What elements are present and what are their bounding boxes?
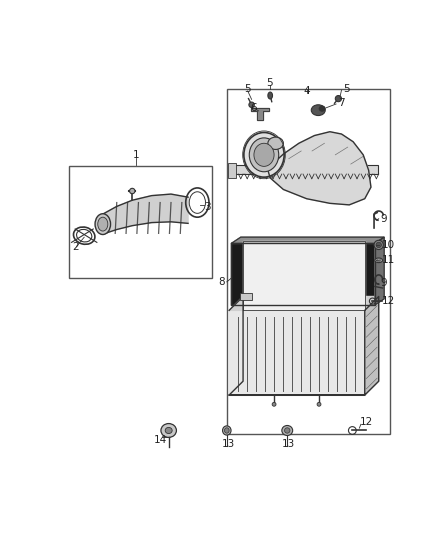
- Polygon shape: [229, 296, 379, 310]
- Text: 2: 2: [72, 242, 78, 252]
- Text: 12: 12: [360, 417, 373, 427]
- Text: 5: 5: [343, 84, 350, 94]
- Ellipse shape: [285, 428, 290, 433]
- Text: 1: 1: [133, 150, 139, 160]
- Ellipse shape: [244, 133, 284, 177]
- Text: 7: 7: [338, 98, 344, 108]
- Polygon shape: [231, 237, 384, 244]
- Text: 5: 5: [266, 78, 273, 88]
- Ellipse shape: [374, 240, 383, 249]
- Text: 5: 5: [244, 84, 251, 94]
- Text: 14: 14: [154, 435, 167, 445]
- Text: 3: 3: [204, 202, 211, 212]
- Ellipse shape: [268, 92, 272, 99]
- Polygon shape: [243, 241, 365, 310]
- Ellipse shape: [249, 102, 254, 108]
- Ellipse shape: [375, 258, 382, 263]
- Ellipse shape: [249, 138, 279, 172]
- Text: 4: 4: [303, 86, 310, 96]
- Bar: [69, 166, 212, 278]
- Bar: [240, 293, 252, 301]
- Bar: [231, 244, 375, 305]
- Ellipse shape: [319, 106, 325, 111]
- Ellipse shape: [376, 242, 381, 248]
- Ellipse shape: [377, 259, 381, 262]
- Text: 9: 9: [380, 214, 387, 224]
- Ellipse shape: [130, 188, 135, 193]
- Ellipse shape: [224, 428, 229, 433]
- Ellipse shape: [311, 105, 325, 116]
- Ellipse shape: [317, 402, 321, 406]
- Polygon shape: [251, 108, 269, 120]
- Text: 9: 9: [380, 278, 387, 288]
- Text: 13: 13: [282, 439, 295, 449]
- Ellipse shape: [254, 143, 274, 166]
- Ellipse shape: [161, 424, 177, 438]
- Polygon shape: [231, 237, 384, 244]
- Ellipse shape: [223, 426, 231, 435]
- Ellipse shape: [268, 137, 283, 149]
- Bar: [231, 244, 375, 305]
- Ellipse shape: [282, 425, 293, 435]
- Bar: [235, 165, 378, 174]
- Ellipse shape: [98, 217, 108, 231]
- Text: 11: 11: [382, 255, 395, 265]
- Ellipse shape: [272, 402, 276, 406]
- Polygon shape: [268, 132, 371, 205]
- Text: 8: 8: [219, 277, 225, 287]
- Text: 10: 10: [382, 240, 395, 250]
- Text: 6: 6: [250, 103, 257, 113]
- Text: 12: 12: [382, 296, 395, 306]
- Text: 13: 13: [221, 439, 235, 449]
- Bar: [227, 88, 389, 433]
- Bar: [228, 163, 236, 178]
- Polygon shape: [365, 296, 379, 395]
- Polygon shape: [103, 194, 188, 234]
- Polygon shape: [375, 237, 384, 305]
- Ellipse shape: [165, 427, 172, 433]
- Ellipse shape: [95, 214, 110, 235]
- Ellipse shape: [336, 95, 342, 102]
- Polygon shape: [229, 310, 365, 395]
